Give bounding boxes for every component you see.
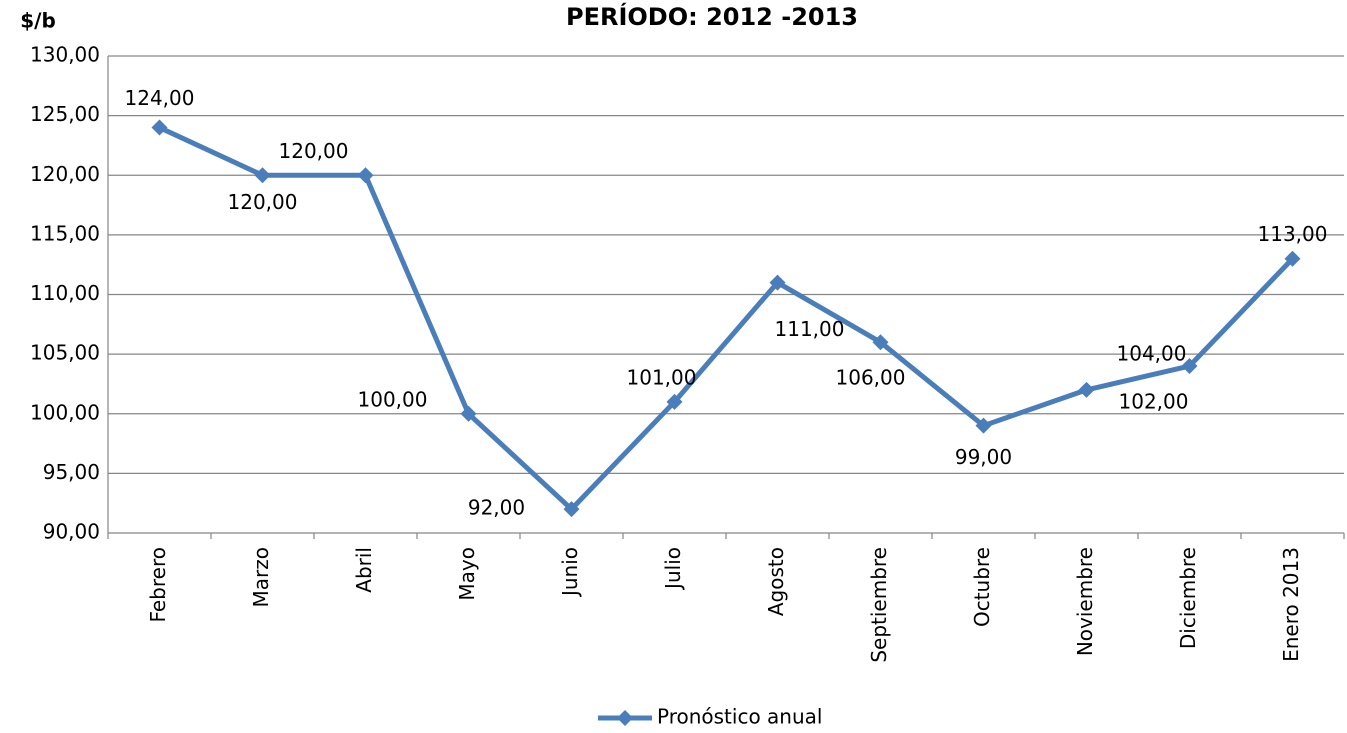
marker: [1181, 358, 1198, 375]
data-label: 106,00: [836, 366, 906, 390]
y-tick-label: 100,00: [30, 400, 100, 424]
marker: [357, 167, 374, 184]
marker: [872, 334, 889, 351]
legend-marker: [617, 710, 633, 726]
marker: [151, 119, 168, 136]
y-tick-label: 105,00: [30, 341, 100, 365]
y-tick-label: 130,00: [30, 43, 100, 67]
x-tick-label: Noviembre: [1073, 547, 1097, 656]
y-tick-label: 90,00: [43, 520, 100, 544]
x-tick-label: Diciembre: [1176, 547, 1200, 649]
marker: [769, 274, 786, 291]
marker: [254, 167, 271, 184]
y-tick-label: 125,00: [30, 102, 100, 126]
x-tick-label: Junio: [558, 547, 582, 598]
marker: [1078, 381, 1095, 398]
x-tick-label: Julio: [661, 547, 685, 591]
y-tick-label: 115,00: [30, 221, 100, 245]
x-tick-label: Agosto: [764, 547, 788, 616]
x-tick-label: Enero 2013: [1279, 547, 1303, 662]
x-tick-label: Febrero: [146, 547, 170, 623]
data-label: 100,00: [358, 387, 428, 411]
x-tick-label: Mayo: [455, 547, 479, 601]
data-label: 111,00: [775, 317, 845, 341]
data-label: 101,00: [627, 365, 697, 389]
marker: [666, 393, 683, 410]
marker: [460, 405, 477, 422]
data-label: 92,00: [468, 496, 525, 520]
x-tick-label: Octubre: [970, 547, 994, 627]
marker: [975, 417, 992, 434]
legend-label: Pronóstico anual: [657, 705, 822, 729]
x-tick-label: Septiembre: [867, 547, 891, 663]
y-axis-label: $/b: [20, 9, 56, 33]
data-label: 124,00: [125, 86, 195, 110]
data-label: 113,00: [1258, 222, 1328, 246]
x-tick-label: Abril: [352, 547, 376, 593]
chart-title: PERÍODO: 2012 -2013: [566, 2, 858, 31]
series-line: [158, 125, 1295, 512]
data-label: 104,00: [1117, 342, 1187, 366]
marker: [563, 501, 580, 518]
y-tick-label: 110,00: [30, 281, 100, 305]
data-label: 120,00: [279, 139, 349, 163]
data-label: 120,00: [228, 190, 298, 214]
data-label: 102,00: [1119, 389, 1189, 413]
marker: [1284, 250, 1301, 267]
x-tick-label: Marzo: [249, 547, 273, 607]
data-label: 99,00: [955, 445, 1012, 469]
y-tick-label: 120,00: [30, 162, 100, 186]
y-tick-label: 95,00: [43, 460, 100, 484]
